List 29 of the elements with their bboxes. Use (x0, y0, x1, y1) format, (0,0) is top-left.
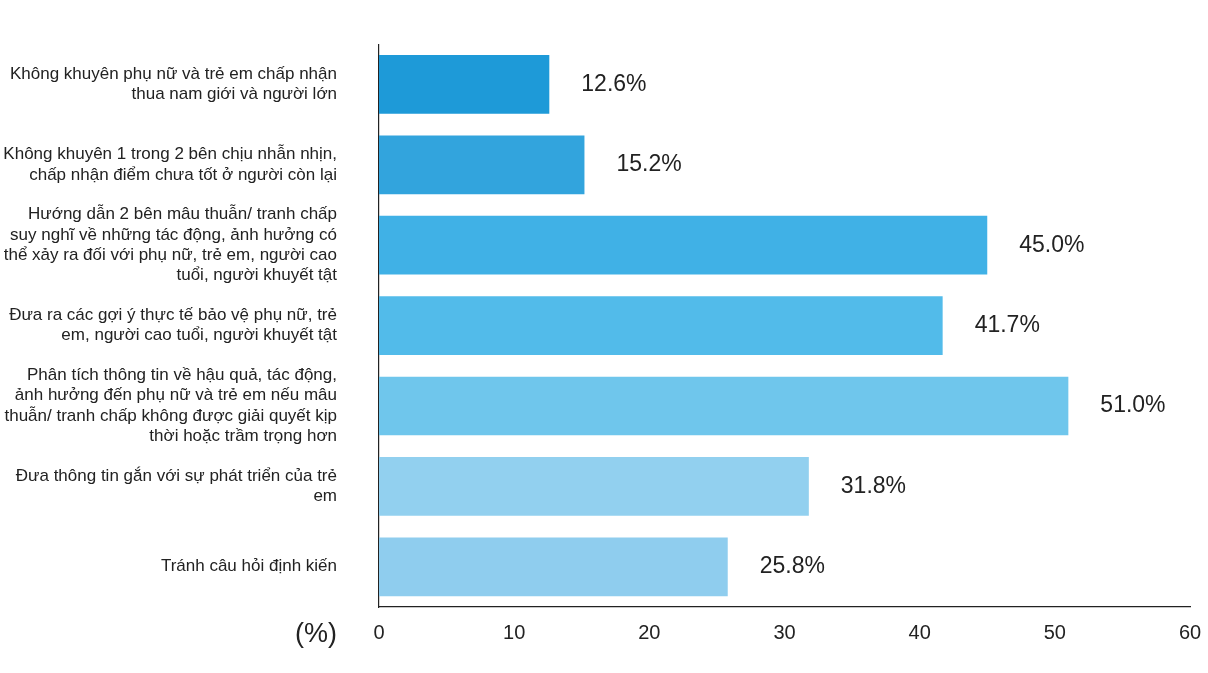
data-label: 15.2% (616, 150, 682, 177)
x-axis-title: (%) (295, 618, 337, 649)
y-tick-label: Tránh câu hỏi định kiến (160, 556, 337, 576)
x-tick-label: 30 (773, 620, 796, 643)
bar (379, 135, 585, 195)
y-tick-label: Đưa ra các gợi ý thực tế bảo vệ phụ nữ, trẻ em, người cao tuổi, người khuyết tật (9, 305, 338, 345)
x-tick-label: 50 (1043, 620, 1066, 643)
y-tick-label: Đưa thông tin gắn với sự phát triển của trẻ em (15, 465, 337, 506)
y-tick-label: Không khuyên phụ nữ và trẻ em chấp nhận thua nam giới và người lớn (9, 63, 337, 104)
x-tick-label: 0 (373, 620, 385, 643)
y-tick-label: Phân tích thông tin về hậu quả, tác động, ảnh hưởng đến phụ nữ và trẻ em nếu mâu thuẫn/ tranh chấp không được giải quyết kịp thời hoặc trầm trọng hơn (4, 365, 337, 446)
bar (379, 296, 943, 355)
data-label: 45.0% (1019, 230, 1085, 257)
bar (379, 457, 809, 516)
x-tick-label: 40 (908, 620, 931, 643)
bar (379, 215, 988, 275)
x-tick-label: 10 (503, 620, 526, 643)
y-tick-label: Không khuyên 1 trong 2 bên chịu nhẫn nhịn, chấp nhận điểm chưa tốt ở người còn lại (3, 144, 337, 184)
data-label: 41.7% (974, 310, 1040, 337)
data-label: 51.0% (1100, 391, 1166, 418)
data-label: 25.8% (759, 552, 825, 579)
bar (379, 537, 728, 597)
y-tick-label: Hướng dẫn 2 bên mâu thuẫn/ tranh chấp suy nghĩ về những tác động, ảnh hưởng có thể xảy ra đối với phụ nữ, trẻ em, người cao tuổi, người khuyết tật (3, 204, 338, 285)
bar (379, 55, 550, 114)
bar (379, 376, 1069, 436)
data-label: 31.8% (840, 471, 907, 498)
data-label: 12.6% (581, 69, 647, 96)
x-tick-label: 20 (638, 620, 661, 643)
x-tick-label: 60 (1178, 620, 1202, 643)
